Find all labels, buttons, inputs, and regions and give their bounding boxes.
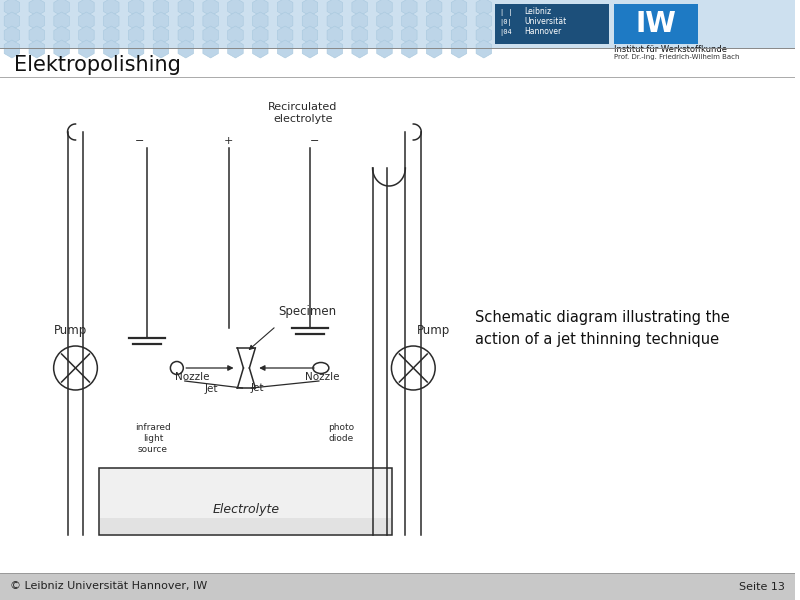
Text: Specimen: Specimen <box>278 305 336 318</box>
Text: electrolyte: electrolyte <box>274 114 333 124</box>
Text: Prof. Dr.-Ing. Friedrich-Wilhelm Bach: Prof. Dr.-Ing. Friedrich-Wilhelm Bach <box>614 54 739 60</box>
Text: photo
diode: photo diode <box>328 423 354 443</box>
Text: Elektropolishing: Elektropolishing <box>14 55 181 75</box>
Text: Nozzle: Nozzle <box>175 372 210 382</box>
Text: Jet: Jet <box>250 383 264 393</box>
Text: Pump: Pump <box>418 324 450 337</box>
Text: −: − <box>134 136 144 146</box>
Text: Pump: Pump <box>54 324 87 337</box>
Text: Seite 13: Seite 13 <box>739 581 785 592</box>
Text: Jet: Jet <box>205 384 218 394</box>
Text: |0|: |0| <box>500 19 513 25</box>
Text: −: − <box>310 136 320 146</box>
Text: Institut für Werkstoffkunde: Institut für Werkstoffkunde <box>614 45 727 54</box>
Text: Electrolyte: Electrolyte <box>212 503 279 516</box>
Text: |04: |04 <box>500 28 513 35</box>
Text: Recirculated: Recirculated <box>268 102 338 112</box>
Text: Hannover: Hannover <box>525 28 562 37</box>
Text: Leibniz: Leibniz <box>525 7 552 16</box>
Bar <box>614 4 698 44</box>
Text: Schematic diagram illustrating the
action of a jet thinning technique: Schematic diagram illustrating the actio… <box>475 310 730 347</box>
Bar <box>0 0 794 48</box>
Text: infrared
light
source: infrared light source <box>135 423 171 454</box>
Bar <box>494 4 609 44</box>
Text: +: + <box>224 136 233 146</box>
Text: Nozzle: Nozzle <box>305 372 339 382</box>
Text: Universität: Universität <box>525 17 567 26</box>
Text: © Leibniz Universität Hannover, IW: © Leibniz Universität Hannover, IW <box>10 581 207 592</box>
Text: IW: IW <box>636 10 677 38</box>
Bar <box>0 573 794 600</box>
Bar <box>99 468 393 535</box>
Text: | |: | | <box>500 8 513 16</box>
Bar <box>100 518 391 534</box>
